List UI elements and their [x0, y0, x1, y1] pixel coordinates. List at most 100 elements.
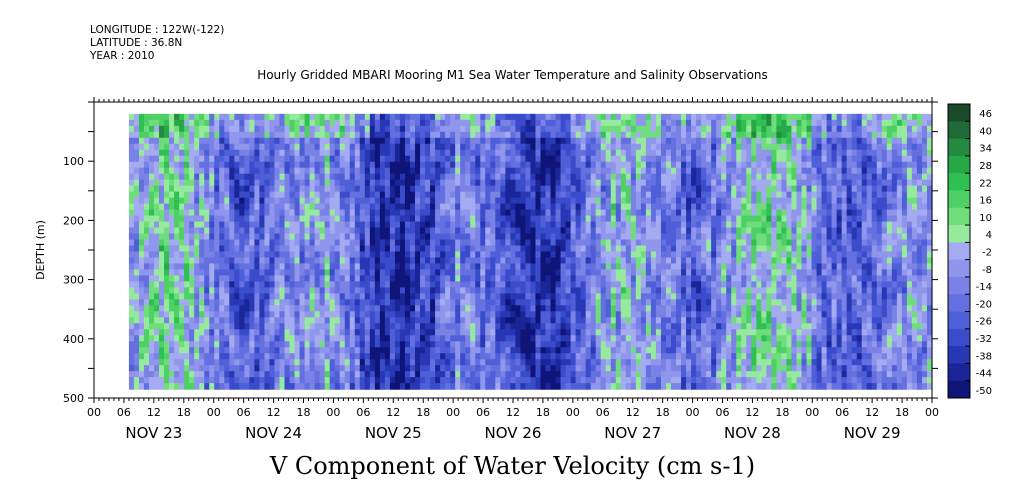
heatmap-cell: [239, 335, 245, 342]
heatmap-cell: [645, 215, 652, 223]
heatmap-cell: [284, 293, 291, 300]
heatmap-cell: [505, 221, 511, 229]
heatmap-cell: [655, 371, 662, 378]
heatmap-cell: [540, 227, 547, 235]
heatmap-cell: [324, 359, 331, 366]
heatmap-cell: [650, 275, 657, 282]
heatmap-cell: [309, 215, 316, 223]
heatmap-cell: [194, 359, 200, 366]
heatmap-cell: [339, 263, 346, 271]
heatmap-cell: [143, 227, 150, 235]
heatmap-cell: [435, 143, 441, 151]
heatmap-cell: [495, 185, 501, 193]
heatmap-cell: [254, 287, 261, 294]
heatmap-cell: [645, 281, 652, 288]
heatmap-cell: [359, 383, 366, 390]
heatmap-cell: [174, 233, 180, 241]
heatmap-cell: [354, 299, 361, 306]
heatmap-cell: [314, 113, 321, 121]
heatmap-cell: [354, 317, 361, 324]
heatmap-cell: [595, 113, 602, 121]
heatmap-cell: [420, 299, 426, 306]
heatmap-cell: [189, 275, 195, 282]
heatmap-cell: [179, 341, 185, 348]
heatmap-cell: [460, 191, 466, 199]
heatmap-cell: [209, 269, 215, 277]
heatmap-cell: [490, 215, 496, 223]
heatmap-cell: [520, 311, 527, 318]
heatmap-cell: [510, 191, 516, 199]
heatmap-cell: [640, 239, 647, 247]
heatmap-cell: [394, 383, 401, 390]
heatmap-cell: [249, 263, 255, 271]
heatmap-cell: [505, 143, 511, 151]
heatmap-cell: [590, 335, 597, 342]
heatmap-cell: [620, 179, 627, 187]
heatmap-cell: [143, 143, 150, 151]
heatmap-cell: [154, 137, 160, 145]
heatmap-cell: [580, 209, 587, 217]
heatmap-cell: [625, 251, 632, 259]
heatmap-cell: [605, 377, 612, 384]
heatmap-cell: [450, 155, 456, 163]
heatmap-cell: [189, 119, 195, 127]
heatmap-cell: [425, 125, 431, 133]
heatmap-cell: [450, 365, 456, 372]
heatmap-cell: [364, 125, 371, 133]
heatmap-cell: [445, 155, 451, 163]
heatmap-cell: [575, 149, 582, 157]
heatmap-cell: [224, 209, 230, 217]
heatmap-cell: [430, 119, 436, 127]
heatmap-cell: [264, 257, 271, 265]
heatmap-cell: [204, 113, 210, 121]
heatmap-cell: [164, 293, 170, 300]
heatmap-cell: [374, 125, 381, 133]
heatmap-cell: [450, 209, 456, 217]
heatmap-cell: [560, 287, 567, 294]
heatmap-cell: [394, 335, 401, 342]
heatmap-cell: [630, 179, 637, 187]
heatmap-cell: [410, 317, 416, 324]
heatmap-cell: [445, 137, 451, 145]
heatmap-cell: [229, 371, 235, 378]
heatmap-cell: [440, 305, 446, 312]
heatmap-cell: [435, 281, 441, 288]
heatmap-cell: [244, 113, 250, 121]
heatmap-cell: [650, 149, 657, 157]
heatmap-cell: [485, 353, 491, 360]
heatmap-cell: [138, 329, 145, 336]
heatmap-cell: [605, 383, 612, 390]
heatmap-cell: [615, 311, 622, 318]
heatmap-cell: [204, 185, 210, 193]
heatmap-cell: [239, 287, 245, 294]
heatmap-cell: [274, 233, 281, 241]
heatmap-cell: [234, 173, 240, 181]
heatmap-cell: [490, 335, 496, 342]
heatmap-cell: [289, 167, 296, 175]
heatmap-cell: [410, 257, 416, 265]
heatmap-cell: [650, 239, 657, 247]
heatmap-cell: [410, 227, 416, 235]
heatmap-cell: [229, 197, 235, 205]
heatmap-cell: [349, 149, 356, 157]
heatmap-cell: [189, 221, 195, 229]
heatmap-cell: [309, 353, 316, 360]
heatmap-cell: [525, 371, 532, 378]
heatmap-cell: [640, 113, 647, 121]
heatmap-cell: [279, 269, 286, 277]
heatmap-cell: [143, 125, 150, 133]
heatmap-cell: [334, 353, 341, 360]
heatmap-cell: [209, 149, 215, 157]
heatmap-cell: [630, 161, 637, 169]
heatmap-cell: [640, 233, 647, 241]
heatmap-cell: [249, 311, 255, 318]
heatmap-cell: [379, 335, 386, 342]
heatmap-cell: [204, 161, 210, 169]
heatmap-cell: [615, 359, 622, 366]
heatmap-cell: [510, 281, 516, 288]
heatmap-cell: [194, 335, 200, 342]
heatmap-cell: [495, 359, 501, 366]
heatmap-cell: [334, 137, 341, 145]
heatmap-cell: [585, 257, 592, 265]
heatmap-cell: [490, 275, 496, 282]
